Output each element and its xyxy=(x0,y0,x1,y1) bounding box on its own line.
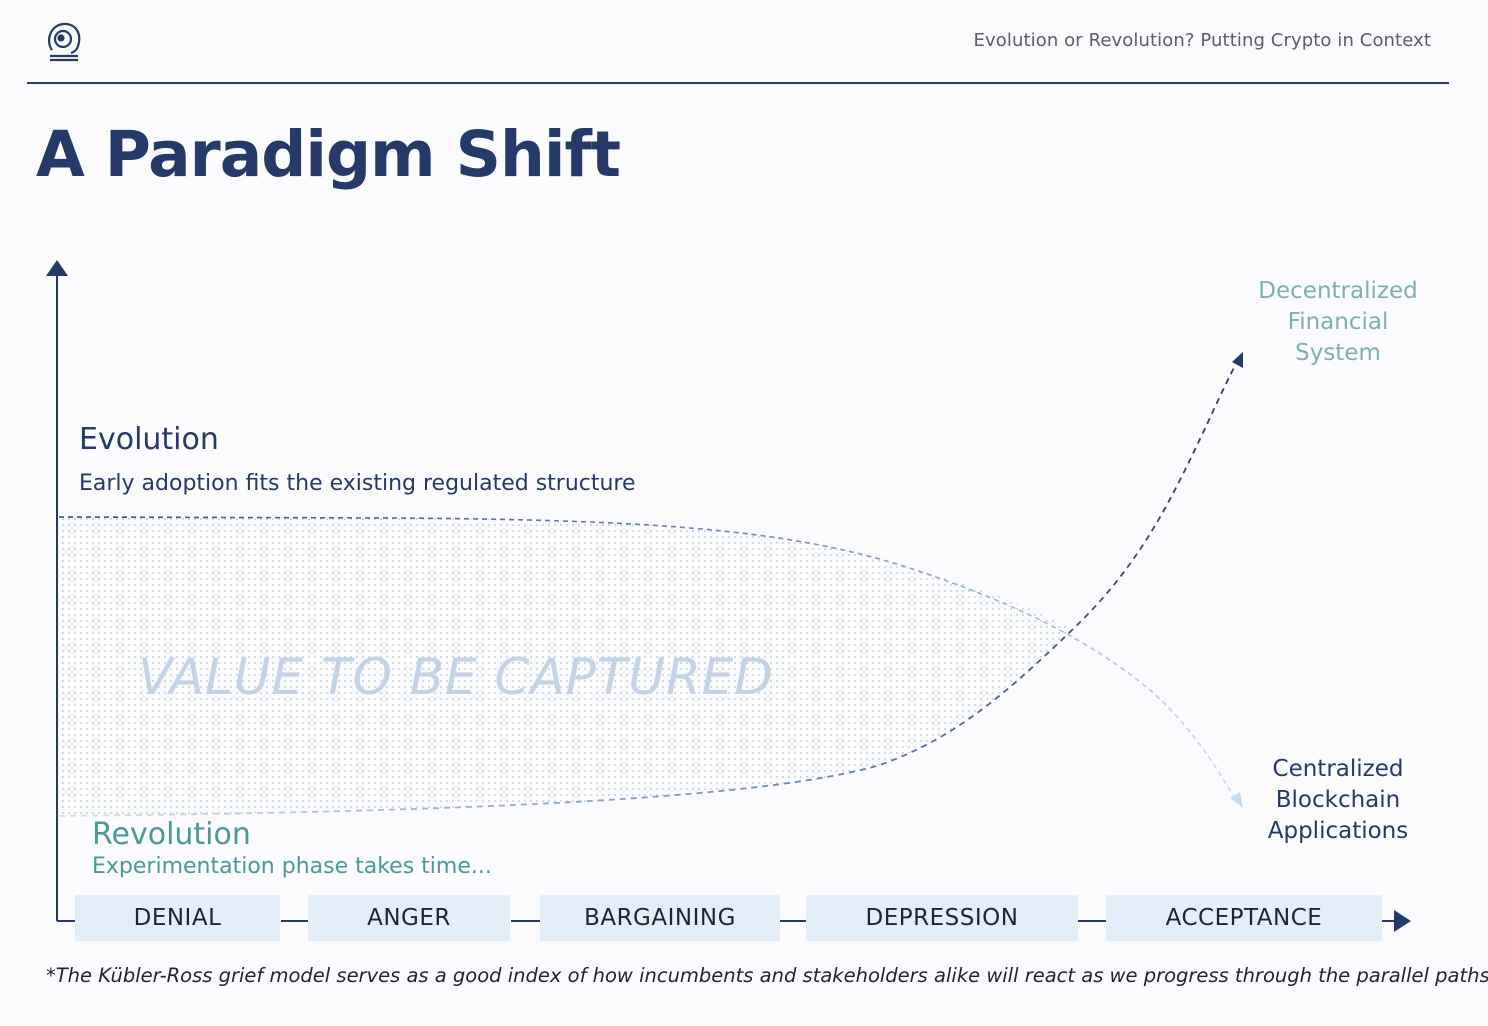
label-line: Decentralized xyxy=(1258,278,1418,304)
evolution-curve xyxy=(58,516,1237,801)
value-area xyxy=(59,517,1072,816)
header-divider xyxy=(27,82,1449,84)
y-axis-arrow xyxy=(46,260,68,276)
centralized-blockchain-applications-label: Centralized Blockchain Applications xyxy=(1250,754,1426,847)
stage-anger: ANGER xyxy=(308,895,510,941)
footnote: *The Kübler-Ross grief model serves as a… xyxy=(46,964,1488,987)
revolution-curve xyxy=(58,359,1239,817)
evolution-subtitle: Early adoption fits the existing regulat… xyxy=(79,471,636,496)
value-to-be-captured-label: VALUE TO BE CAPTURED xyxy=(138,648,774,706)
stage-denial: DENIAL xyxy=(75,895,280,941)
label-line: Blockchain xyxy=(1275,787,1401,813)
label-line: System xyxy=(1295,340,1381,366)
page-title: A Paradigm Shift xyxy=(36,118,621,191)
x-axis-arrow xyxy=(1394,910,1411,932)
document-title: Evolution or Revolution? Putting Crypto … xyxy=(973,30,1431,51)
logo xyxy=(48,22,81,62)
stage-acceptance: ACCEPTANCE xyxy=(1106,895,1382,941)
revolution-title: Revolution xyxy=(92,817,251,852)
label-line: Applications xyxy=(1267,818,1409,844)
label-line: Centralized xyxy=(1272,756,1404,782)
centralized-arrowhead xyxy=(1230,792,1243,808)
stage-depression: DEPRESSION xyxy=(806,895,1078,941)
stage-bargaining: BARGAINING xyxy=(540,895,780,941)
decentralized-financial-system-label: Decentralized Financial System xyxy=(1250,276,1426,369)
astronaut-helmet-icon xyxy=(48,22,81,62)
decentralized-arrowhead xyxy=(1232,352,1243,368)
revolution-subtitle: Experimentation phase takes time... xyxy=(92,854,492,879)
evolution-title: Evolution xyxy=(79,422,219,457)
label-line: Financial xyxy=(1287,309,1389,335)
